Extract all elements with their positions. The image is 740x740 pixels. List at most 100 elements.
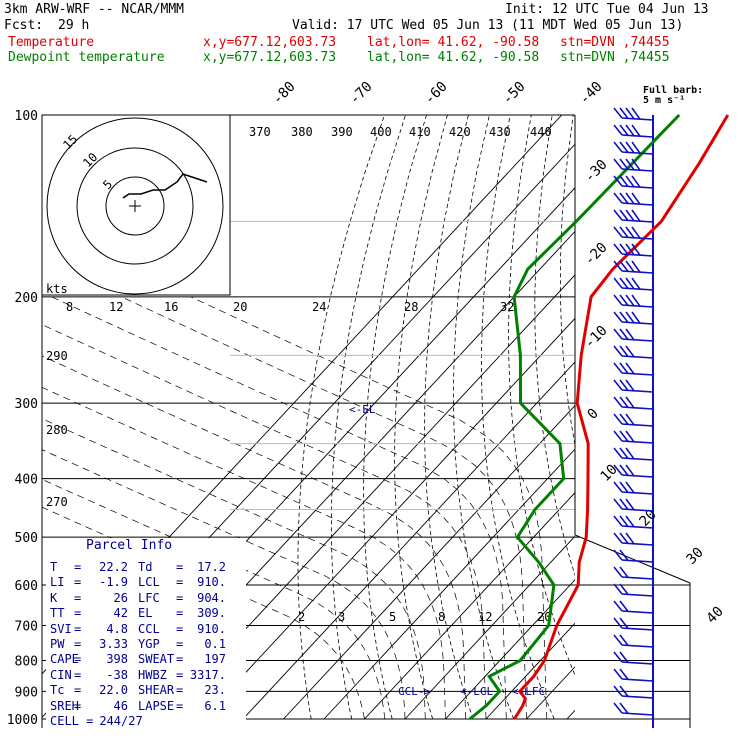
parcel-value: 904. [197, 590, 226, 605]
hodograph-trace [122, 173, 208, 199]
parcel-key: LAPSE [138, 698, 175, 713]
init-time: Init: 12 UTC Tue 04 Jun 13 [505, 2, 709, 17]
parcel-equals: = [176, 590, 184, 605]
theta-top-labels: 370 380 390 400 410 420 430 440 290 280 … [46, 125, 552, 509]
parcel-key: PW [50, 636, 65, 651]
isotherm [283, 404, 575, 720]
parcel-value: 910. [197, 575, 226, 590]
parcel-row: TT = 42 EL = 309. [50, 606, 246, 621]
parcel-equals: = [74, 667, 82, 682]
parcel-value: -38 [106, 667, 128, 682]
parcel-row: Tc = 22.0 SHEAR = 23. [50, 683, 246, 698]
valid-time: Valid: 17 UTC Wed 05 Jun 13 (11 MDT Wed … [292, 18, 684, 33]
wind-barb [613, 192, 654, 206]
forecast-hour: 29 h [58, 18, 90, 33]
parcel-info-title: Parcel Info [86, 538, 173, 553]
hodograph: 5 10 15 kts [41, 114, 231, 296]
moist-adiabat [42, 506, 365, 720]
mixing-label: 8 [438, 610, 445, 624]
parcel-equals: = [74, 683, 82, 698]
dry-adiabat [720, 115, 740, 719]
isotherm-label: 10 [598, 462, 621, 485]
wind-barb [613, 362, 654, 376]
speed-label: 28 [404, 300, 418, 314]
wind-barb [613, 413, 654, 427]
temp-xy: x,y=677.12,603.73 [203, 35, 337, 50]
wind-barb [613, 379, 654, 393]
speed-label: 8 [66, 300, 73, 314]
wind-barb [613, 668, 654, 682]
dry-adiabat [655, 115, 740, 719]
wind-barb [613, 158, 654, 172]
parcel-value: 4.8 [106, 621, 128, 636]
mixing-label: 2 [298, 610, 305, 624]
parcel-value: 22.2 [99, 560, 128, 574]
parcel-key: LI [50, 575, 65, 590]
wind-barb [613, 532, 654, 546]
parcel-value: 46 [113, 698, 128, 713]
parcel-value: 398 [106, 652, 128, 667]
wind-barbs [613, 107, 654, 716]
wind-barb [613, 634, 654, 648]
dry-adiabat-grid [297, 115, 740, 720]
parcel-equals: = [176, 636, 184, 651]
mixing-label: 12 [478, 610, 492, 624]
theta-label: 280 [46, 423, 68, 437]
dry-adiabat [424, 115, 474, 720]
mixing-label: 5 [389, 610, 396, 624]
right-corner [574, 534, 691, 728]
isotherm-label: -70 [347, 79, 376, 108]
parcel-row: SVI = 4.8 CCL = 910. [50, 622, 246, 637]
wind-barb [613, 447, 654, 461]
hodograph-ring-label: 10 [80, 150, 100, 170]
wind-barb [613, 141, 654, 155]
isotherm-label: 30 [684, 545, 707, 568]
speed-label: 12 [109, 300, 123, 314]
hodograph-ring-15 [46, 117, 224, 295]
parcel-key: T [50, 560, 58, 574]
pressure-label: 700 [15, 619, 38, 634]
wind-barb [613, 175, 654, 189]
speed-label: 24 [312, 300, 326, 314]
barb-legend-line2: 5 m s⁻¹ [643, 95, 685, 106]
parcel-key: CIN [50, 667, 72, 682]
mixing-label: 3 [338, 610, 345, 624]
temp-latlon: lat,lon= 41.62, -90.58 [367, 35, 540, 50]
isotherm [323, 448, 575, 720]
theta-label: 390 [331, 125, 353, 139]
isotherm [202, 317, 575, 720]
dry-adiabat [297, 115, 385, 720]
dry-adiabat [560, 115, 575, 448]
parcel-value: 3.33 [99, 636, 128, 651]
wind-barb [613, 311, 654, 325]
dry-adiabat [678, 115, 740, 719]
pressure-label: 1000 [7, 713, 38, 728]
isotherm-label: 40 [704, 604, 727, 627]
parcel-key: SREH [50, 698, 79, 713]
parcel-equals: = [176, 667, 184, 682]
parcel-info-panel: Parcel Info T = 22.2 Td = 17.2 LI = -1.9 LCL = 910.… [46, 538, 246, 728]
dew-latlon: lat,lon= 41.62, -90.58 [367, 50, 540, 65]
isotherm-label: -60 [422, 79, 451, 108]
isotherm [404, 535, 575, 720]
wind-barb [613, 260, 654, 274]
pressure-label: 600 [15, 579, 38, 594]
parcel-key: LCL [138, 575, 160, 590]
parcel-key: Tc [50, 683, 65, 698]
parcel-equals: = [176, 652, 184, 667]
wind-barb [613, 583, 654, 597]
hodograph-frame [41, 114, 231, 296]
wind-barb [613, 277, 654, 291]
isotherm [445, 579, 575, 720]
parcel-equals: = [74, 636, 82, 651]
moist-adiabat [42, 418, 426, 720]
theta-label: 270 [46, 495, 68, 509]
wind-barb [613, 566, 654, 580]
hodograph-ring-label: 5 [100, 177, 115, 192]
parcel-value: 910. [197, 621, 226, 636]
parcel-equals: = [176, 621, 184, 636]
parcel-value: 3317. [189, 667, 226, 682]
isotherm [242, 361, 575, 720]
lfc-marker: <-LFC [512, 685, 545, 698]
wind-barb [613, 209, 654, 223]
